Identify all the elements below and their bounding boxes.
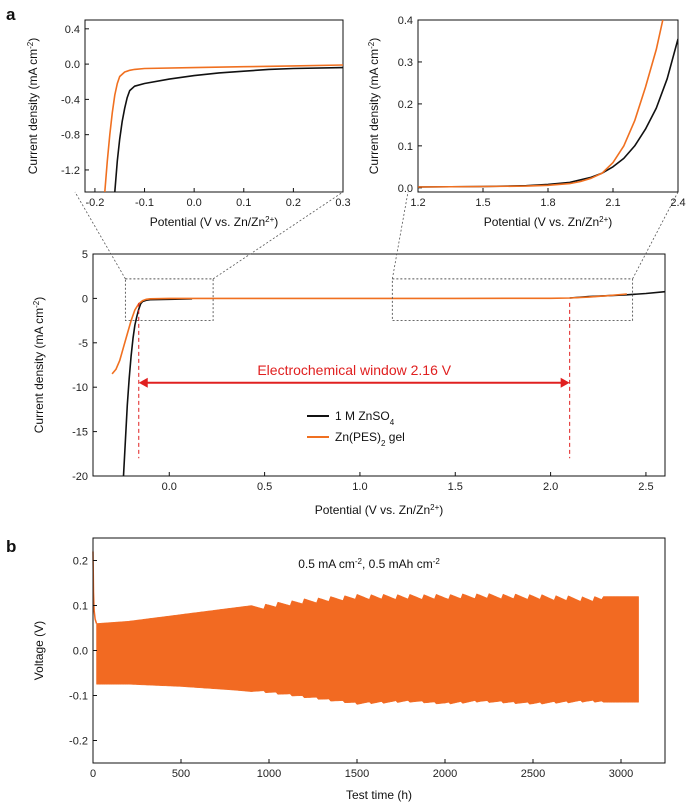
- panel-label-a: a: [6, 5, 16, 24]
- inset-left-xtick-label: 0.2: [286, 197, 301, 209]
- inset-left-xtick-label: 0.0: [187, 197, 202, 209]
- inset-left-ytick-label: -0.8: [61, 130, 80, 142]
- main-ytick-label: 0: [82, 293, 88, 305]
- inset-left-xtick-label: 0.1: [236, 197, 251, 209]
- panel-b-xtick-label: 3000: [609, 768, 633, 780]
- inset-left-frame: [84, 19, 344, 193]
- zoom-box-0: [124, 278, 214, 322]
- panel-b-ytick-label: 0.0: [73, 646, 88, 658]
- panel-b-xtick-label: 1000: [257, 768, 281, 780]
- window-arrow-head-left: [138, 377, 148, 388]
- zoom-connector-left-0: [74, 191, 126, 280]
- panel-b-xtick-label: 1500: [345, 768, 369, 780]
- inset-right-x-axis-label: Potential (V vs. Zn/Zn2+): [484, 215, 613, 230]
- panel-b-y-axis-label: Voltage (V): [32, 621, 46, 680]
- inset-right-y-axis-label: Current density (mA cm-2): [367, 38, 382, 175]
- panel-b-xtick-label: 2000: [433, 768, 457, 780]
- cycling-voltage-band: [96, 593, 639, 705]
- inset-right-xtick-label: 2.1: [605, 197, 620, 209]
- panel-b-x-axis-label: Test time (h): [346, 788, 412, 802]
- inset-left-xtick-label: -0.1: [135, 197, 154, 209]
- inset-right-ytick-label: 0.4: [398, 15, 413, 27]
- inset-right-xtick-label: 1.5: [475, 197, 490, 209]
- inset-right-xtick-label: 1.8: [540, 197, 555, 209]
- main-xtick-label: 2.0: [543, 481, 558, 493]
- zoom-box-1: [391, 278, 634, 322]
- panel-b-xtick-label: 2500: [521, 768, 545, 780]
- panel-b-condition-label: 0.5 mA cm-2, 0.5 mAh cm-2: [298, 557, 440, 572]
- inset-left-ytick-label: -0.4: [61, 94, 80, 106]
- panel-b-xtick-label: 0: [90, 768, 96, 780]
- inset-right-ytick-label: 0.3: [398, 57, 413, 69]
- main-xtick-label: 2.5: [638, 481, 653, 493]
- inset-left-xtick-label: 0.3: [335, 197, 350, 209]
- inset-left-series-gel: [104, 64, 343, 192]
- zoom-connector-right-0: [212, 191, 344, 280]
- main-ytick-label: -15: [72, 427, 88, 439]
- main-xtick-label: 1.5: [448, 481, 463, 493]
- main-series-0: [122, 298, 193, 476]
- window-arrow-head-right: [560, 377, 570, 388]
- panel-b-ytick-label: -0.2: [69, 736, 88, 748]
- inset-right-ytick-label: 0.0: [398, 183, 413, 195]
- main-ytick-label: 5: [82, 249, 88, 261]
- main-xtick-label: 0.0: [162, 481, 177, 493]
- zoom-connector-right-1: [632, 191, 679, 280]
- panel-b-xtick-label: 500: [172, 768, 190, 780]
- main-xtick-label: 1.0: [352, 481, 367, 493]
- main-ytick-label: -10: [72, 382, 88, 394]
- zoom-connector-left-1: [391, 191, 409, 279]
- panel-label-b: b: [6, 537, 16, 556]
- inset-left-series-znso4: [114, 66, 343, 192]
- inset-right-series-znso4: [418, 38, 678, 188]
- initial-voltage-spike: [92, 551, 98, 624]
- main-ytick-label: -5: [78, 338, 88, 350]
- main-xtick-label: 0.5: [257, 481, 272, 493]
- inset-left-ytick-label: -1.2: [61, 165, 80, 177]
- inset-left-x-axis-label: Potential (V vs. Zn/Zn2+): [150, 215, 279, 230]
- main-x-axis-label: Potential (V vs. Zn/Zn2+): [315, 503, 444, 518]
- panel-b-ytick-label: 0.1: [73, 601, 88, 613]
- inset-left-y-axis-label: Current density (mA cm-2): [26, 38, 41, 175]
- main-ytick-label: -20: [72, 471, 88, 483]
- main-y-axis-label: Current density (mA cm-2): [32, 297, 47, 434]
- inset-right-series-gel: [418, 20, 664, 188]
- inset-right-ytick-label: 0.1: [398, 141, 413, 153]
- legend-label-1: Zn(PES)2 gel: [335, 430, 405, 448]
- panel-b-ytick-label: -0.1: [69, 691, 88, 703]
- inset-left-xtick-label: -0.2: [85, 197, 104, 209]
- window-annotation-label: Electrochemical window 2.16 V: [257, 362, 451, 378]
- inset-left-ytick-label: 0.0: [65, 59, 80, 71]
- main-frame: [92, 253, 666, 477]
- panel-b-ytick-label: 0.2: [73, 556, 88, 568]
- inset-right-ytick-label: 0.2: [398, 99, 413, 111]
- main-series-2: [111, 293, 627, 375]
- inset-left-ytick-label: 0.4: [65, 24, 80, 36]
- inset-right-xtick-label: 1.2: [410, 197, 425, 209]
- legend-label-0: 1 M ZnSO4: [335, 409, 395, 427]
